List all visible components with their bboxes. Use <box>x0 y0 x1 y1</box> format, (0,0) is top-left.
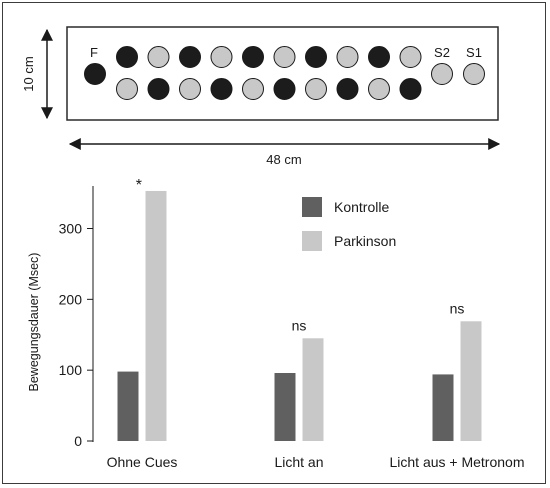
legend-label-kontrolle: Kontrolle <box>334 199 389 215</box>
hole-bottom-6 <box>273 78 296 100</box>
legend-swatch-kontrolle <box>302 197 322 217</box>
hole-top-3 <box>179 46 201 68</box>
height-label: 10 cm <box>21 56 36 91</box>
y-axis-ticks: 0 100 200 300 <box>59 221 93 449</box>
hole-top-9 <box>368 46 390 68</box>
hole-top-5 <box>242 46 264 68</box>
annotation-2: ns <box>292 317 307 333</box>
hole-top-1 <box>116 46 138 68</box>
y-tick-label: 0 <box>74 433 82 449</box>
hole-bottom-1 <box>116 78 138 100</box>
legend-label-parkinson: Parkinson <box>334 233 396 249</box>
hole-bottom-8 <box>336 78 359 100</box>
sensor-label-s2: S2 <box>434 45 450 60</box>
bar-kontrolle-3 <box>432 374 454 441</box>
board-circles <box>84 46 485 100</box>
hole-bottom-4 <box>210 78 233 100</box>
board-diagram: F S2 S1 10 cm 48 cm <box>21 26 501 167</box>
annotation-3: ns <box>450 300 465 316</box>
hole-bottom-10 <box>399 78 422 100</box>
width-label: 48 cm <box>266 152 301 167</box>
hole-top-2 <box>147 46 170 68</box>
start-label: F <box>90 45 98 60</box>
start-hole <box>84 63 106 85</box>
x-tick-label: Licht aus + Metronom <box>389 454 524 470</box>
hole-top-8 <box>336 46 359 68</box>
bar-kontrolle-2 <box>274 373 296 441</box>
sensor-hole-s1 <box>463 63 485 85</box>
annotation-1: * <box>136 177 142 194</box>
x-tick-label: Ohne Cues <box>107 454 178 470</box>
bar-parkinson-2 <box>302 338 324 441</box>
y-tick-label: 100 <box>59 362 83 378</box>
hole-top-4 <box>210 46 233 68</box>
y-axis-label: Bewegungsdauer (Msec) <box>27 253 41 392</box>
y-tick-label: 300 <box>59 221 83 237</box>
hole-top-7 <box>305 46 327 68</box>
bar-chart: 0 100 200 300 Bewegungsdauer (Msec) * ns ns O… <box>27 177 525 470</box>
board-outline <box>66 26 499 121</box>
hole-bottom-7 <box>305 78 327 100</box>
legend: Kontrolle Parkinson <box>302 197 396 251</box>
bar-kontrolle-1 <box>117 371 139 441</box>
sensor-label-s1: S1 <box>466 45 482 60</box>
bars <box>117 190 482 441</box>
hole-bottom-9 <box>368 78 390 100</box>
bar-parkinson-1 <box>145 190 167 441</box>
hole-bottom-3 <box>179 78 201 100</box>
sensor-hole-s2 <box>431 63 453 85</box>
x-axis-labels: Ohne Cues Licht an Licht aus + Metronom <box>107 454 525 470</box>
x-tick-label: Licht an <box>274 454 323 470</box>
hole-top-6 <box>273 46 296 68</box>
hole-bottom-2 <box>147 78 170 100</box>
legend-swatch-parkinson <box>302 231 322 251</box>
bar-parkinson-3 <box>460 321 482 441</box>
y-tick-label: 200 <box>59 291 83 307</box>
significance-annotations: * ns ns <box>136 177 465 333</box>
hole-bottom-5 <box>242 78 264 100</box>
hole-top-10 <box>399 46 422 68</box>
